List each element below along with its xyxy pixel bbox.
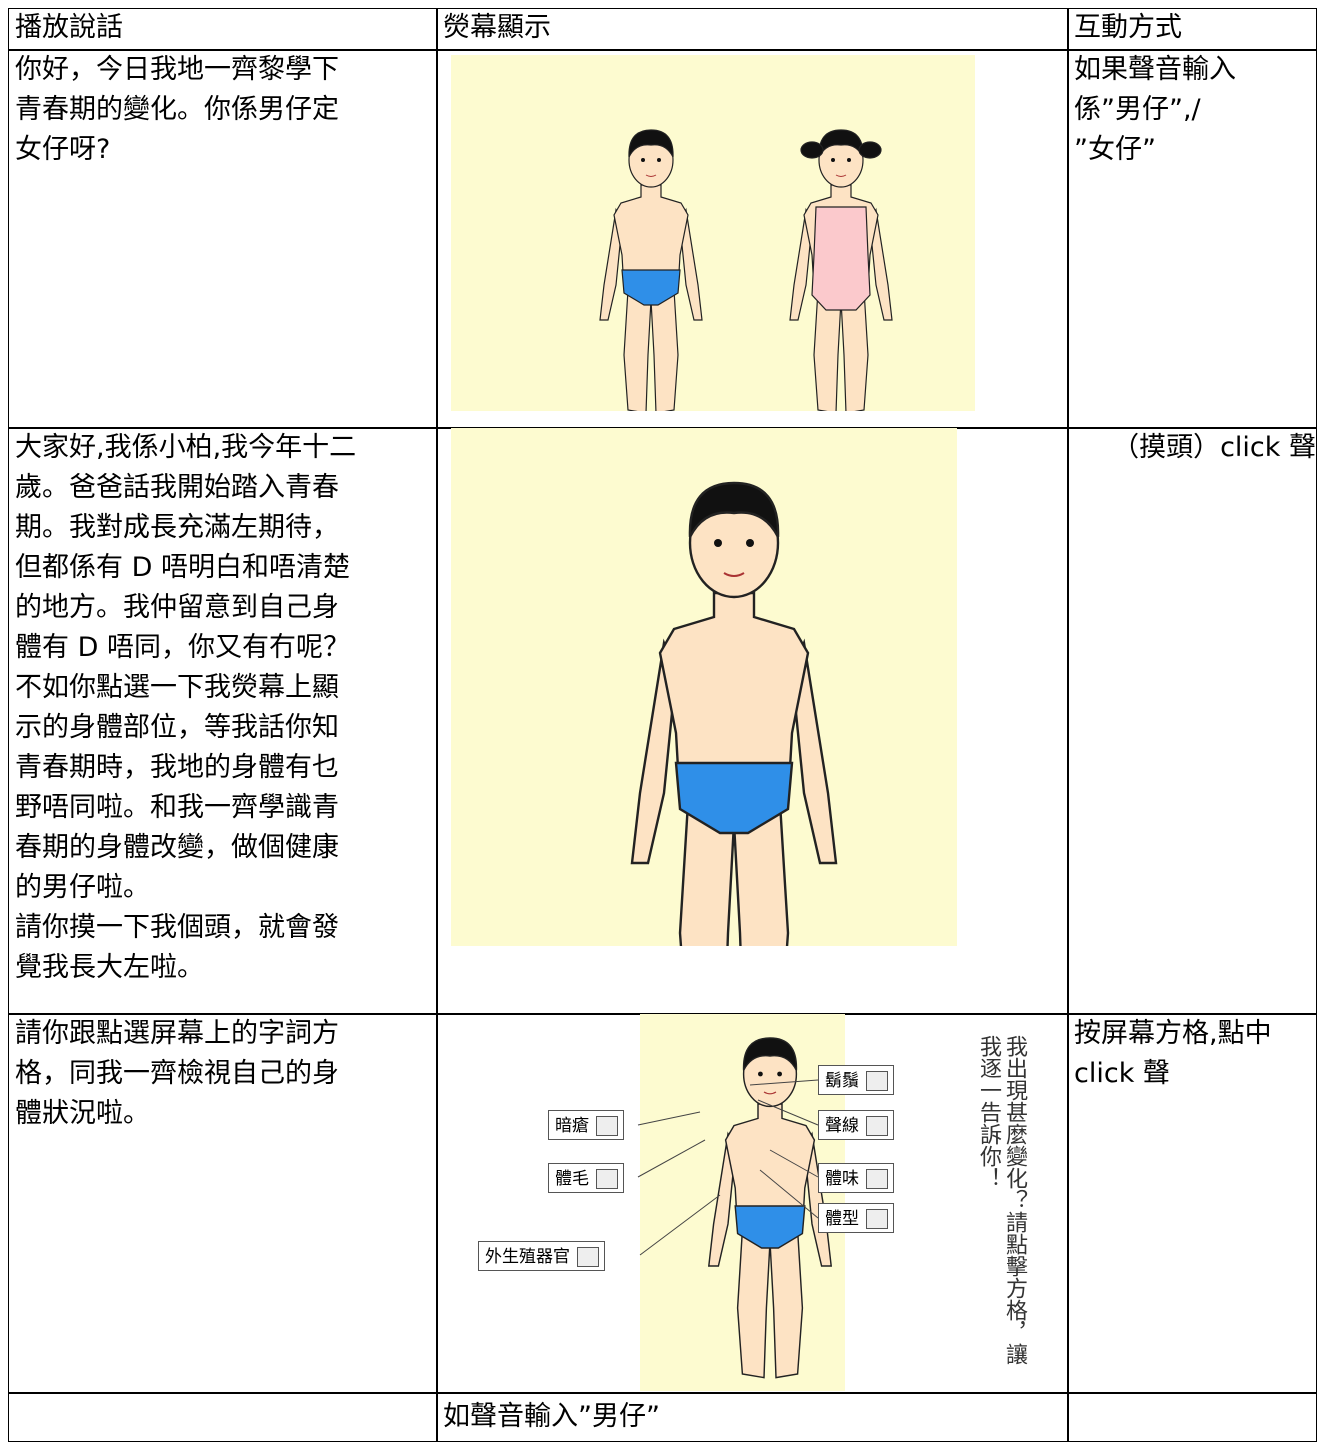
speech-cell: 請你跟點選屏幕上的字詞方 格，同我一齊檢視自己的身 體狀況啦。 xyxy=(8,1013,438,1394)
text-line: 請你跟點選屏幕上的字詞方 xyxy=(15,1018,339,1049)
label-box[interactable]: 暗瘡 xyxy=(548,1110,624,1140)
speech-cell: 大家好,我係小柏,我今年十二 歲。爸爸話我開始踏入青春 期。我對成長充滿左期待， 但都… xyxy=(8,427,438,1015)
interaction-cell: 按屏幕方格,點中 click 聲 xyxy=(1067,1013,1317,1394)
interaction-cell xyxy=(1067,1392,1317,1442)
text-line: 野唔同啦。和我一齊學識青 xyxy=(15,792,339,823)
label-box[interactable]: 體味 xyxy=(818,1163,894,1193)
text-line: 你好，今日我地一齊黎學下 xyxy=(15,54,339,85)
label-box[interactable]: 外生殖器官 xyxy=(478,1241,605,1271)
boy-image xyxy=(451,428,957,946)
text-line: 青春期時，我地的身體有乜 xyxy=(15,752,339,783)
text-line: 按屏幕方格,點中 xyxy=(1074,1018,1272,1049)
interaction-cell: （摸頭）click 聲 xyxy=(1067,427,1317,1015)
text-line: ”女仔” xyxy=(1074,134,1156,165)
screen-cell: 如聲音輸入”男仔” xyxy=(436,1392,1069,1442)
text-line: 如果聲音輸入 xyxy=(1074,54,1236,85)
text-line: 的地方。我仲留意到自己身 xyxy=(15,592,339,623)
text-line: 大家好,我係小柏,我今年十二 xyxy=(15,432,357,463)
text-line: click 聲 xyxy=(1074,1058,1170,1089)
header-cell: 熒幕顯示 xyxy=(436,8,1069,51)
text-line: 格，同我一齊檢視自己的身 xyxy=(15,1058,339,1089)
label-box[interactable]: 聲線 xyxy=(818,1110,894,1140)
text-line: 青春期的變化。你係男仔定 xyxy=(15,94,339,125)
text-line: 的男仔啦。 xyxy=(15,872,150,903)
speech-cell xyxy=(8,1392,438,1442)
label-box[interactable]: 鬍鬚 xyxy=(818,1065,894,1095)
interaction-cell: 如果聲音輸入 係”男仔”,/ ”女仔” xyxy=(1067,49,1317,429)
header-cell: 互動方式 xyxy=(1067,8,1317,51)
header-cell: 播放說話 xyxy=(8,8,438,51)
screen-text: 如聲音輸入”男仔” xyxy=(443,1401,660,1432)
prompt-text: 我出現甚麼變化？請點擊方格，讓我逐一告訴你！ xyxy=(976,1035,1027,1365)
text-line: （摸頭）click 聲 xyxy=(1112,432,1316,463)
text-line: 歲。爸爸話我開始踏入青春 xyxy=(15,472,339,503)
boy-girl-image xyxy=(451,55,975,411)
text-line: 體狀況啦。 xyxy=(15,1098,150,1129)
text-line: 係”男仔”,/ xyxy=(1074,94,1201,125)
text-line: 體有 D 唔同，你又有冇呢？ xyxy=(15,632,350,663)
label-box[interactable]: 體型 xyxy=(818,1203,894,1233)
screen-cell xyxy=(436,1013,1069,1394)
screen-cell xyxy=(436,49,1069,429)
speech-cell: 你好，今日我地一齊黎學下 青春期的變化。你係男仔定 女仔呀? xyxy=(8,49,438,429)
header-text: 互動方式 xyxy=(1074,12,1182,43)
text-line: 示的身體部位，等我話你知 xyxy=(15,712,339,743)
screen-cell xyxy=(436,427,1069,1015)
text-line: 春期的身體改變，做個健康 xyxy=(15,832,339,863)
text-line: 不如你點選一下我熒幕上顯 xyxy=(15,672,339,703)
header-text: 播放說話 xyxy=(15,12,123,43)
text-line: 但都係有 D 唔明白和唔清楚 xyxy=(15,552,350,583)
header-text: 熒幕顯示 xyxy=(443,12,551,43)
label-box[interactable]: 體毛 xyxy=(548,1163,624,1193)
text-line: 覺我長大左啦。 xyxy=(15,952,204,983)
text-line: 請你摸一下我個頭，就會發 xyxy=(15,912,339,943)
text-line: 女仔呀? xyxy=(15,134,111,165)
text-line: 期。我對成長充滿左期待， xyxy=(15,512,339,543)
